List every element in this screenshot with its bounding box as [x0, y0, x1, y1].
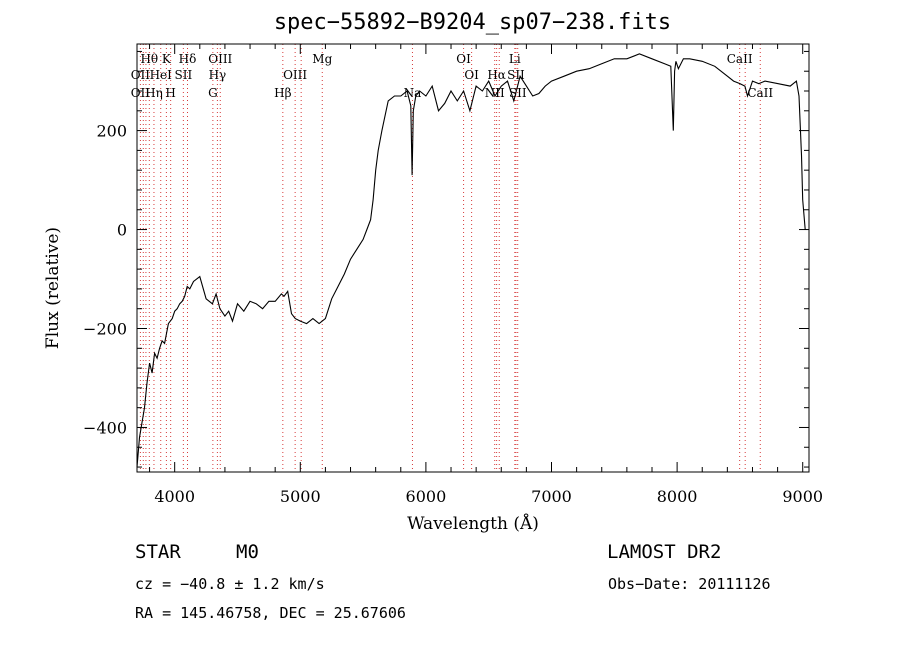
object-class: STAR — [135, 541, 181, 563]
spectral-line-label: SII — [507, 68, 525, 82]
spectral-line-label: Mg — [312, 52, 332, 66]
object-subclass: M0 — [236, 541, 259, 563]
spectral-line-label: Hβ — [274, 86, 291, 100]
spectral-line-label: SII — [509, 86, 527, 100]
y-tick-label: −200 — [83, 320, 127, 339]
x-tick-label: 5000 — [280, 487, 321, 506]
spectral-line-label: SII — [174, 68, 192, 82]
spectral-line-label: Hγ — [209, 68, 227, 82]
spectral-line-label: Hα — [487, 68, 506, 82]
y-tick-label: 200 — [96, 122, 127, 141]
spectral-line-label: G — [208, 86, 218, 100]
x-tick-label: 6000 — [406, 487, 447, 506]
redshift-velocity: cz = −40.8 ± 1.2 km/s — [135, 575, 325, 593]
spectral-line-label: OIII — [208, 52, 232, 66]
spectral-line-label: Li — [509, 52, 521, 66]
spectral-line-label: CaII — [747, 86, 773, 100]
coordinates: RA = 145.46758, DEC = 25.67606 — [135, 604, 406, 622]
x-tick-label: 4000 — [154, 487, 195, 506]
spectral-line-label: Hη — [145, 86, 163, 100]
x-axis-label: Wavelength (Å) — [407, 513, 539, 534]
observation-date: Obs−Date: 20111126 — [608, 575, 771, 593]
spectral-line-label: OI — [456, 52, 471, 66]
plot-frame — [136, 43, 810, 473]
spectral-line-label: HeI — [150, 68, 173, 82]
y-axis-label: Flux (relative) — [43, 227, 63, 349]
spectral-line-label: OII — [131, 86, 151, 100]
spectral-line-label: H — [165, 86, 175, 100]
spectral-line-label: CaII — [727, 52, 753, 66]
x-tick-label: 7000 — [531, 487, 572, 506]
y-tick-label: −400 — [83, 418, 127, 437]
spectral-line-label: OII — [131, 68, 151, 82]
spectral-line-label: K — [162, 52, 172, 66]
spectral-line-label: NII — [485, 86, 505, 100]
chart-title: spec−55892−B9204_sp07−238.fits — [273, 10, 672, 35]
x-tick-label: 9000 — [782, 487, 823, 506]
y-tick-label: 0 — [117, 221, 127, 240]
spectral-line-label: Na — [404, 86, 422, 100]
spectrum-line — [136, 53, 807, 468]
spectral-line-label: Hθ — [140, 52, 158, 66]
survey-name: LAMOST DR2 — [607, 541, 722, 563]
spectral-line-label: OIII — [283, 68, 307, 82]
spectral-line-label: Hδ — [179, 52, 197, 66]
x-tick-label: 8000 — [657, 487, 698, 506]
spectral-line-label: OI — [464, 68, 479, 82]
